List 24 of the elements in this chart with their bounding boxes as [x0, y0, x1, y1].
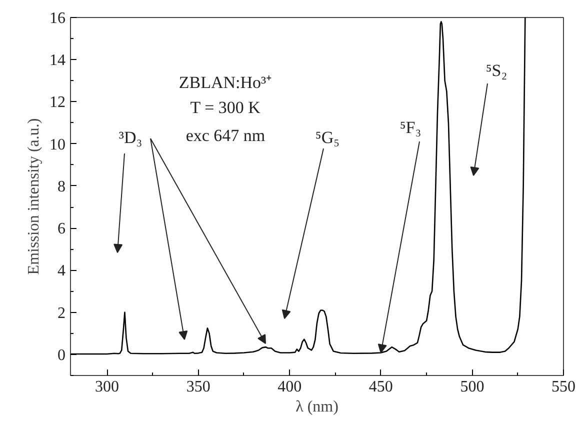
x-tick-label: 500 — [460, 378, 484, 396]
x-tick-label: 550 — [552, 378, 576, 396]
x-tick-label: 450 — [368, 378, 393, 396]
annotation: exc 647 nm — [186, 126, 266, 145]
annotation: ZBLAN:Ho³⁺ — [178, 73, 272, 92]
annotation: ⁵G₅ — [315, 128, 340, 147]
y-tick-label: 16 — [50, 10, 66, 27]
y-tick-label: 14 — [50, 52, 66, 70]
y-axis-title: Emission intensity (a.u.) — [26, 118, 42, 275]
y-tick-label: 12 — [50, 94, 66, 112]
x-tick-label: 300 — [95, 378, 120, 396]
x-tick-label: 350 — [186, 378, 210, 396]
annotation: ³D₃ — [118, 128, 142, 147]
annotation: ⁵F₃ — [400, 118, 422, 137]
y-tick-label: 10 — [50, 136, 66, 154]
y-tick-label: 2 — [58, 304, 66, 322]
annotation: ⁵S₂ — [486, 61, 508, 80]
y-tick-label: 8 — [58, 178, 66, 196]
y-tick-label: 0 — [58, 346, 66, 364]
annotation: T = 300 K — [190, 98, 262, 117]
x-axis-title: λ (nm) — [296, 398, 338, 416]
y-tick-label: 4 — [58, 262, 66, 280]
x-tick-label: 400 — [278, 378, 302, 396]
y-tick-label: 6 — [58, 220, 66, 238]
